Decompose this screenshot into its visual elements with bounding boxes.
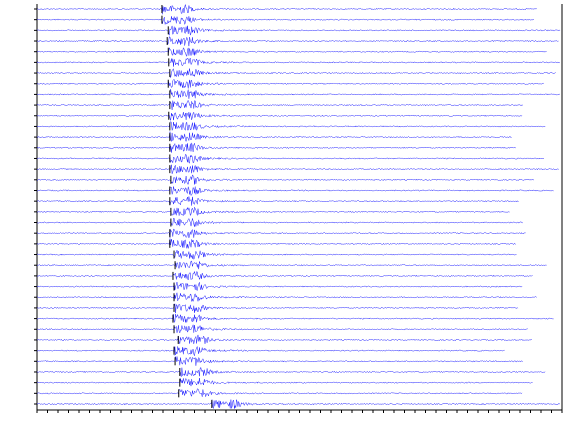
trace <box>37 345 505 357</box>
trace <box>36 154 544 164</box>
trace <box>36 217 523 227</box>
trace <box>36 36 559 47</box>
trace <box>36 121 546 132</box>
trace <box>36 206 510 217</box>
trace <box>37 68 556 78</box>
trace <box>37 174 535 185</box>
trace <box>36 131 512 143</box>
trace <box>36 111 523 121</box>
trace <box>36 164 559 174</box>
trace <box>36 79 544 89</box>
trace <box>36 25 561 36</box>
trace <box>36 377 533 387</box>
trace <box>37 196 519 206</box>
trace <box>36 228 526 238</box>
trace <box>36 356 523 366</box>
trace <box>36 334 532 345</box>
trace <box>36 186 554 197</box>
trace <box>36 399 561 409</box>
trace <box>36 281 523 291</box>
trace <box>36 16 535 26</box>
trace <box>36 89 561 99</box>
trace <box>36 366 546 377</box>
trace <box>36 142 516 153</box>
trace <box>36 313 554 324</box>
trace <box>36 303 519 314</box>
trace <box>36 3 537 15</box>
trace <box>36 260 547 270</box>
trace <box>36 324 528 334</box>
trace <box>36 57 561 67</box>
trace <box>36 388 523 397</box>
trace <box>36 270 533 281</box>
trace <box>36 238 516 249</box>
trace <box>36 291 537 303</box>
trace <box>36 99 523 110</box>
trace <box>36 46 547 58</box>
trace <box>36 250 517 261</box>
